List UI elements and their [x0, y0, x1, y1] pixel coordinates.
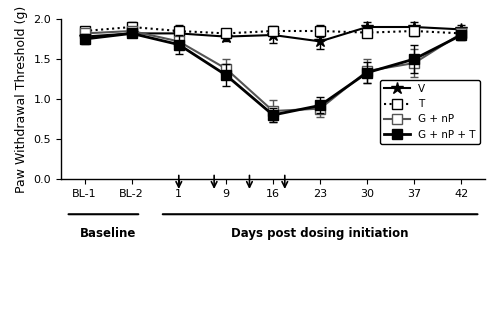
- Legend: V, T, G + nP, G + nP + T: V, T, G + nP, G + nP + T: [380, 80, 480, 144]
- Text: Days post dosing initiation: Days post dosing initiation: [232, 227, 409, 240]
- Y-axis label: Paw Withdrawal Threshold (g): Paw Withdrawal Threshold (g): [15, 5, 28, 193]
- Text: Baseline: Baseline: [80, 227, 136, 240]
